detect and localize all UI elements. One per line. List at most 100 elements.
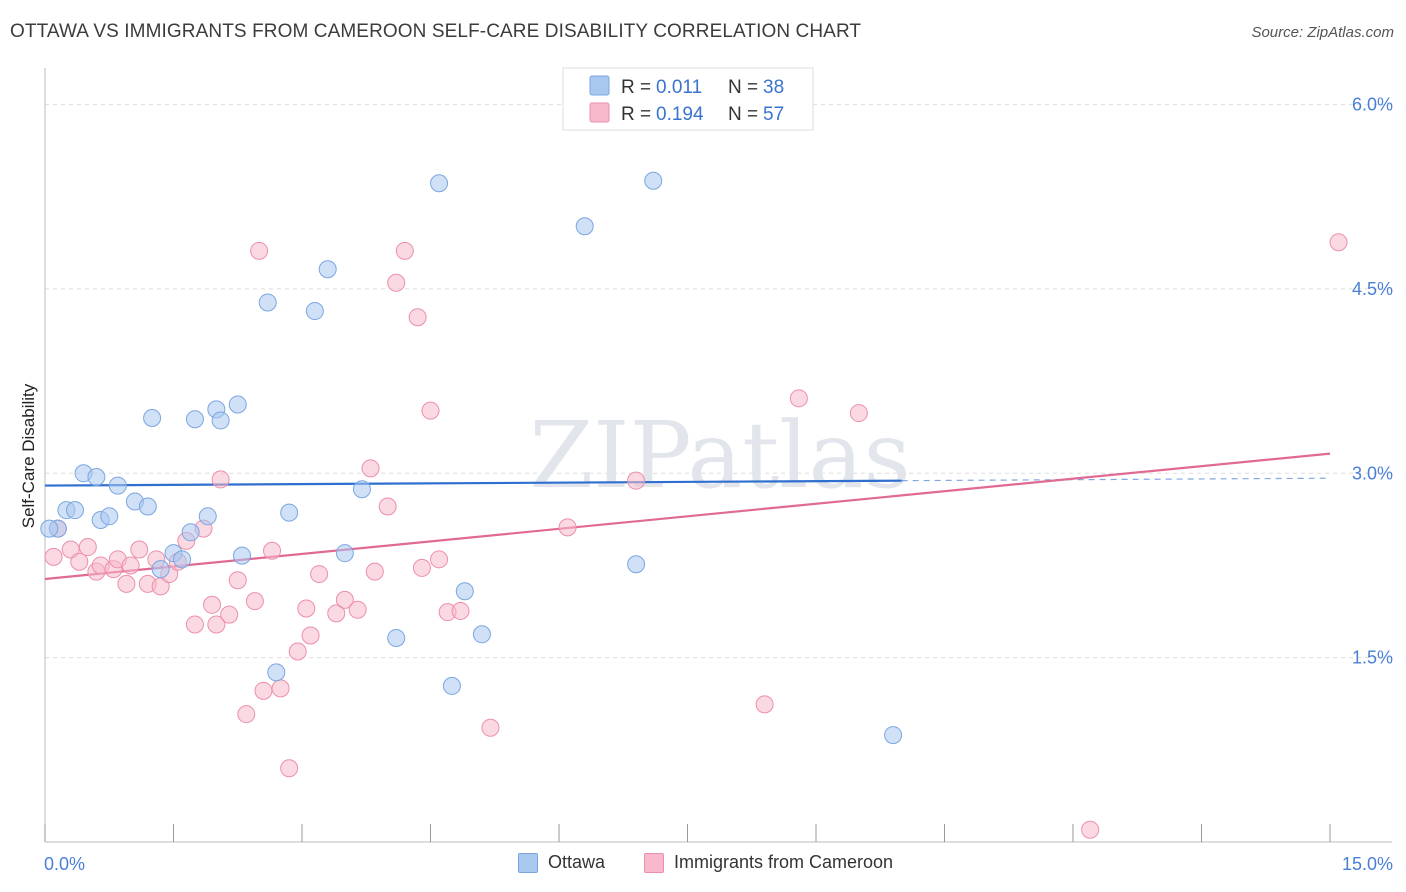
legend-n-value: 57 [763,104,784,125]
legend-item-cameroon: Immigrants from Cameroon [644,852,893,873]
data-point-ottawa [65,501,84,520]
data-point-cameroon [327,604,346,623]
data-point-cameroon [237,705,256,724]
data-point-ottawa [100,507,119,526]
data-point-ottawa [40,519,59,538]
data-point-ottawa [387,628,406,647]
data-point-ottawa [181,523,200,542]
data-point-cameroon [310,565,329,584]
data-point-cameroon [263,541,282,560]
data-point-ottawa [87,467,106,486]
data-point-ottawa [233,546,252,565]
legend-box: R = 0.011 N = 38 R = 0.194 N = 57 [562,67,814,131]
legend-label: Immigrants from Cameroon [674,852,894,872]
data-point-cameroon [78,538,97,557]
data-point-ottawa [173,550,192,569]
data-point-cameroon [387,273,406,292]
data-point-ottawa [575,217,594,236]
data-point-cameroon [395,241,414,260]
legend-r-value: 0.011 [656,77,702,98]
data-point-cameroon [117,574,136,593]
legend-r-label: R = [621,104,651,125]
data-point-cameroon [185,615,204,634]
data-point-ottawa [305,302,324,321]
trend-line-ottawa-extension [901,477,1331,482]
legend-n-label: N = [728,77,758,98]
legend-n-label: N = [728,104,758,125]
data-point-ottawa [267,663,286,682]
data-point-cameroon [430,550,449,569]
data-point-cameroon [121,556,140,575]
trend-line-cameroon [44,452,1331,581]
data-point-ottawa [335,544,354,563]
data-point-cameroon [288,642,307,661]
legend-r-label: R = [621,77,651,98]
data-point-cameroon [301,626,320,645]
data-point-cameroon [451,601,470,620]
data-point-ottawa [627,555,646,574]
data-point-ottawa [143,408,162,427]
bottom-legend: Ottawa Immigrants from Cameroon [0,852,1406,878]
chart-title: OTTAWA VS IMMIGRANTS FROM CAMEROON SELF-… [10,21,862,42]
legend-label: Ottawa [548,852,606,872]
data-point-cameroon [849,404,868,423]
data-point-ottawa [884,726,903,745]
trend-line-ottawa [44,479,902,487]
data-point-ottawa [138,497,157,516]
x-tick-label: 15.0% [1342,854,1393,874]
data-point-cameroon [280,759,299,778]
data-point-ottawa [644,171,663,190]
data-point-cameroon [481,718,500,737]
data-point-ottawa [211,411,230,430]
data-point-cameroon [211,470,230,489]
trend-lines [44,452,1331,581]
legend-item-ottawa: Ottawa [518,852,605,873]
legend-swatch-cameroon [589,102,610,123]
data-point-cameroon [70,552,89,571]
legend-swatch-ottawa [589,75,610,96]
data-point-cameroon [203,595,222,614]
legend-r-value: 0.194 [656,104,704,125]
watermark: ZIPatlas [529,402,910,509]
data-point-ottawa [455,582,474,601]
data-point-cameroon [44,547,63,566]
data-point-cameroon [627,471,646,490]
data-point-cameroon [250,241,269,260]
data-point-ottawa [352,480,371,499]
data-point-cameroon [408,308,427,327]
data-point-ottawa [472,625,491,644]
data-point-cameroon [361,459,380,478]
data-point-cameroon [207,615,226,634]
data-point-ottawa [280,503,299,522]
data-point-cameroon [130,540,149,559]
data-point-ottawa [442,676,461,695]
data-point-ottawa [185,410,204,429]
y-tick-labels: 1.5% 3.0% 4.5% 6.0% [1352,95,1393,668]
data-point-cameroon [348,600,367,619]
data-point-ottawa [430,174,449,193]
x-tick-label: 0.0% [44,854,85,874]
legend-swatch [644,852,664,873]
data-point-cameroon [245,592,264,611]
y-tick-label: 6.0% [1352,95,1393,115]
source-label: Source: ZipAtlas.com [1251,24,1394,41]
data-point-cameroon [755,695,774,714]
y-tick-label: 3.0% [1352,463,1393,483]
data-point-cameroon [271,679,290,698]
legend-n-value: 38 [763,77,784,98]
data-point-ottawa [228,395,247,414]
data-point-cameroon [412,558,431,577]
axes [44,68,1392,843]
data-point-ottawa [108,476,127,495]
data-point-cameroon [789,389,808,408]
data-point-cameroon [1081,820,1100,839]
data-point-cameroon [558,518,577,537]
x-tick-labels: 0.0% 15.0% [44,854,1393,874]
data-point-ottawa [151,560,170,579]
data-point-cameroon [297,599,316,618]
data-point-cameroon [254,681,273,700]
data-point-cameroon [220,605,239,624]
data-point-cameroon [1329,233,1348,252]
y-tick-label: 1.5% [1352,648,1393,668]
legend-swatch [518,852,538,873]
